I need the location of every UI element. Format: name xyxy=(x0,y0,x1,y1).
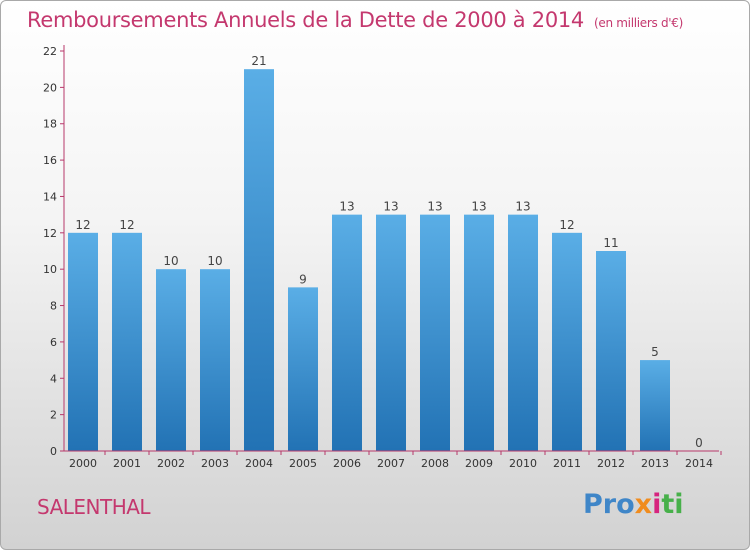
bar-2010 xyxy=(508,214,538,451)
bar-2009 xyxy=(464,214,494,451)
bar-2007 xyxy=(376,214,406,451)
y-tick-label-4: 4 xyxy=(50,372,57,385)
x-tick-label-2000: 2000 xyxy=(69,457,97,470)
value-label-2008: 13 xyxy=(427,200,442,214)
chart-title-text: Remboursements Annuels de la Dette de 20… xyxy=(27,8,584,32)
logo-part-1: Pro xyxy=(583,489,635,520)
value-label-2006: 13 xyxy=(339,200,354,214)
x-tick-label-2002: 2002 xyxy=(157,457,185,470)
y-tick-label-14: 14 xyxy=(43,190,57,203)
value-label-2000: 12 xyxy=(75,218,90,232)
bar-2000 xyxy=(68,232,98,451)
value-label-2010: 13 xyxy=(515,200,530,214)
bar-2003 xyxy=(200,269,230,451)
x-tick-label-2005: 2005 xyxy=(289,457,317,470)
bar-2001 xyxy=(112,232,142,451)
y-tick-label-2: 2 xyxy=(50,409,57,422)
place-name: SALENTHAL xyxy=(37,495,151,519)
x-tick-label-2004: 2004 xyxy=(245,457,273,470)
value-label-2002: 10 xyxy=(163,254,178,268)
y-tick-label-20: 20 xyxy=(43,81,57,94)
bar-2006 xyxy=(332,214,362,451)
y-tick-label-18: 18 xyxy=(43,118,57,131)
x-tick-label-2011: 2011 xyxy=(553,457,581,470)
bar-2011 xyxy=(552,232,582,451)
x-tick-label-2006: 2006 xyxy=(333,457,361,470)
value-label-2003: 10 xyxy=(207,254,222,268)
logo-part-4: ti xyxy=(661,489,684,520)
proxiti-logo: Proxiti xyxy=(583,489,684,520)
value-label-2001: 12 xyxy=(119,218,134,232)
bars-group: 12 12 10 10 21 9 13 13 13 13 13 12 11 5 0 xyxy=(68,54,703,451)
bar-2012 xyxy=(596,251,626,451)
bar-2005 xyxy=(288,287,318,451)
x-tick-label-2003: 2003 xyxy=(201,457,229,470)
value-label-2013: 5 xyxy=(651,345,659,359)
x-tick-label-2001: 2001 xyxy=(113,457,141,470)
axes-group: 2000 2001 2002 2003 2004 2005 2006 2007 2008 2009… xyxy=(43,45,722,470)
value-label-2011: 12 xyxy=(559,218,574,232)
x-tick-label-2007: 2007 xyxy=(377,457,405,470)
y-tick-label-0: 0 xyxy=(50,445,57,458)
bar-2004 xyxy=(244,69,274,451)
logo-part-3: i xyxy=(652,489,662,520)
x-tick-label-2014: 2014 xyxy=(685,457,713,470)
chart-title: Remboursements Annuels de la Dette de 20… xyxy=(27,8,683,32)
y-tick-label-8: 8 xyxy=(50,300,57,313)
bar-2013 xyxy=(640,360,670,451)
y-tick-label-6: 6 xyxy=(50,336,57,349)
y-tick-label-22: 22 xyxy=(43,45,57,58)
x-tick-label-2013: 2013 xyxy=(641,457,669,470)
bar-2008 xyxy=(420,214,450,451)
y-tick-label-16: 16 xyxy=(43,154,57,167)
x-tick-label-2010: 2010 xyxy=(509,457,537,470)
value-label-2004: 21 xyxy=(251,54,266,68)
y-tick-label-12: 12 xyxy=(43,227,57,240)
value-label-2012: 11 xyxy=(603,236,618,250)
value-label-2007: 13 xyxy=(383,200,398,214)
y-tick-label-10: 10 xyxy=(43,263,57,276)
chart-subtitle: (en milliers d'€) xyxy=(594,16,684,30)
x-tick-label-2008: 2008 xyxy=(421,457,449,470)
x-tick-label-2012: 2012 xyxy=(597,457,625,470)
logo-part-2: x xyxy=(634,489,653,520)
value-label-2009: 13 xyxy=(471,200,486,214)
value-label-2014: 0 xyxy=(695,436,703,450)
bar-2002 xyxy=(156,269,186,451)
value-label-2005: 9 xyxy=(299,272,307,286)
x-tick-label-2009: 2009 xyxy=(465,457,493,470)
